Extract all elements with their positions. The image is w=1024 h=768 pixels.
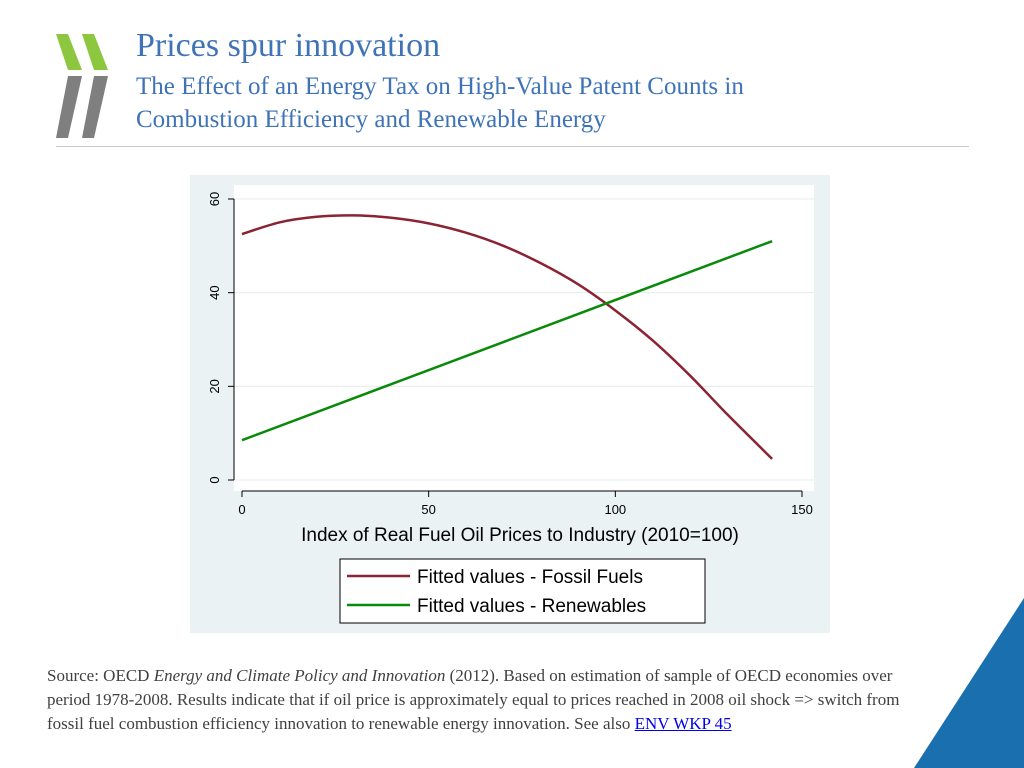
- chart-panel: 0 20 40 60 0 50 100 150 Index of Real Fuel Oil …: [190, 175, 830, 633]
- series-line-fitted-values-renewables: [241, 239, 773, 442]
- x-tick-label-150: 150: [791, 502, 813, 517]
- logo-chevron-left: [56, 34, 82, 70]
- footnote-body: (2012). Based on estimation of sample of…: [47, 666, 900, 733]
- corner-blue-triangle: [914, 598, 1024, 768]
- oecd-logo-icon: [56, 34, 108, 138]
- series-line-fitted-values-fossil-fuels: [241, 214, 774, 460]
- env-wkp-link[interactable]: ENV WKP 45: [634, 714, 732, 733]
- footnote-publication-title: Energy and Climate Policy and Innovation: [153, 666, 446, 685]
- x-tick-label-50: 50: [421, 502, 435, 517]
- data-series: [241, 214, 774, 460]
- axes: 0 20 40 60 0 50 100 150: [207, 192, 813, 517]
- grid-lines: [234, 198, 814, 481]
- page-subtitle: The Effect of an Energy Tax on High-Valu…: [136, 73, 744, 133]
- y-tick-label-20: 20: [207, 379, 222, 393]
- legend-label-fossil-fuels: Fitted values - Fossil Fuels: [417, 567, 643, 588]
- line-chart: 0 20 40 60 0 50 100 150 Index of Real Fuel Oil …: [207, 185, 814, 624]
- legend: Fitted values - Fossil Fuels Fitted valu…: [339, 558, 706, 624]
- corner-decoration: [914, 598, 1024, 768]
- header-divider: [56, 146, 969, 147]
- x-tick-label-100: 100: [604, 502, 626, 517]
- logo-chevron-right-lower: [82, 76, 108, 138]
- logo-chevron-right: [82, 34, 108, 70]
- logo-chevron-left-lower: [56, 76, 82, 138]
- footnote-prefix: Source: OECD: [47, 666, 154, 685]
- source-footnote: Source: OECD Energy and Climate Policy a…: [47, 664, 917, 736]
- x-tick-label-0: 0: [238, 502, 245, 517]
- page-title: Prices spur innovation: [136, 27, 441, 64]
- plot-area: [234, 185, 814, 491]
- y-tick-label-0: 0: [207, 476, 222, 483]
- legend-box: [339, 558, 706, 624]
- y-tick-label-40: 40: [207, 285, 222, 299]
- legend-label-renewables: Fitted values - Renewables: [417, 596, 646, 617]
- y-tick-label-60: 60: [207, 192, 222, 206]
- x-axis-title: Index of Real Fuel Oil Prices to Industr…: [301, 525, 739, 546]
